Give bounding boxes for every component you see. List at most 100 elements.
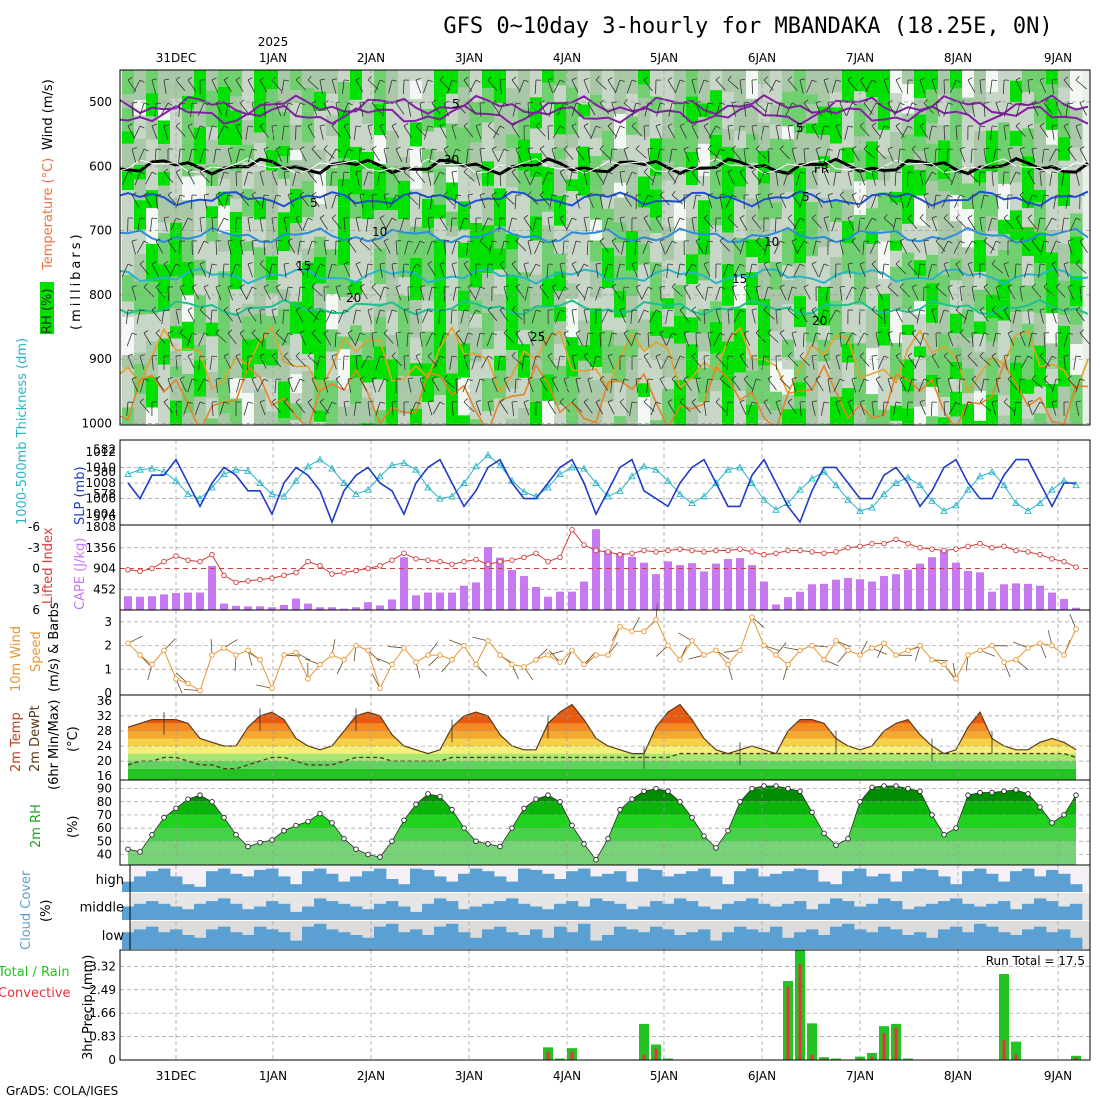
wind-barb xyxy=(331,194,337,209)
wind-barb-flag xyxy=(523,214,529,219)
rh-cell xyxy=(722,128,735,148)
wind-barb xyxy=(815,194,823,208)
wind-barb xyxy=(343,401,347,416)
wind-barb xyxy=(943,263,950,278)
wind-barb-flag xyxy=(283,125,290,127)
rh-cell xyxy=(878,230,891,242)
wind-barb-flag xyxy=(887,377,893,380)
wind-barb xyxy=(743,286,751,300)
wind-barb-flag xyxy=(679,306,685,311)
rh-line-point xyxy=(449,806,455,813)
wind-barb xyxy=(208,125,213,140)
cloud-bar-high xyxy=(314,868,327,892)
lifted-index-line-point xyxy=(293,569,299,576)
wind-barb-flag xyxy=(239,329,245,334)
wind-barb xyxy=(823,79,829,94)
wind-barb xyxy=(851,194,859,208)
wind-barb-flag xyxy=(275,329,280,334)
rh-cell xyxy=(650,311,663,337)
wind-barb xyxy=(607,355,615,369)
wind-barb xyxy=(927,263,933,278)
rh-cell xyxy=(722,70,735,93)
rh-cell xyxy=(578,116,591,147)
rh-cell xyxy=(878,379,891,410)
wind-speed-line-point xyxy=(509,661,515,668)
wind-barb xyxy=(575,332,583,346)
wind-speed-line-point xyxy=(857,652,863,658)
wind-barb-flag xyxy=(1027,123,1033,127)
wind-barb xyxy=(787,401,797,414)
rh-cell xyxy=(290,160,303,189)
cloud-bar-high xyxy=(710,876,723,892)
wind-barb xyxy=(539,148,549,161)
wind-barb-flag xyxy=(295,398,301,403)
top-date-label: 2JAN xyxy=(357,51,385,65)
wind-barb xyxy=(823,355,830,369)
wind-barb xyxy=(881,263,885,278)
cloud-bar-low xyxy=(962,932,975,949)
rh-cell xyxy=(302,248,315,263)
wind-barb xyxy=(1075,125,1082,140)
wind-barb-flag xyxy=(623,240,629,243)
wind-barb-flag xyxy=(1039,122,1045,127)
wind-speed-line-point xyxy=(1061,652,1067,658)
rh-cell xyxy=(746,239,759,258)
wind-barb-flag xyxy=(767,240,773,243)
cloud-bar-low xyxy=(854,929,867,949)
wind-barb xyxy=(667,217,672,232)
wind-barb-flag xyxy=(971,375,977,380)
wind-barb xyxy=(167,240,177,253)
rh-cell xyxy=(710,225,723,254)
wind-barb xyxy=(330,171,333,186)
cloud-bar-low xyxy=(674,935,687,949)
wind-barb xyxy=(979,217,983,232)
wind-barb-flag xyxy=(319,170,325,173)
wind-barb-flag xyxy=(215,192,221,196)
rh-cell xyxy=(770,124,783,139)
wind-barb-flag xyxy=(455,99,460,104)
wind-barb-flag xyxy=(143,330,149,334)
wind-barb-flag xyxy=(619,125,625,129)
wind-barb-flag xyxy=(311,100,317,104)
wind-barb-flag xyxy=(511,260,517,265)
wind-barb-flag xyxy=(235,307,241,311)
wind-barb xyxy=(467,194,472,209)
rh-cell xyxy=(614,243,627,256)
wind-barb xyxy=(971,332,974,347)
cloud-bar-middle xyxy=(914,906,927,920)
wind-barb-flag xyxy=(679,398,684,403)
wind-barb-flag xyxy=(1051,308,1057,311)
wind-barb xyxy=(1063,332,1069,347)
wind-barb xyxy=(751,79,754,95)
wind-barb-flag xyxy=(499,260,505,265)
cloud-bar-high xyxy=(158,868,171,892)
rh-cell xyxy=(662,197,675,227)
wind-barb xyxy=(523,401,530,416)
rh-line-point xyxy=(269,837,275,843)
cloud-bar-high xyxy=(890,881,903,892)
wind-barb xyxy=(455,332,465,345)
wind-barb-flag xyxy=(763,125,769,128)
rh-cell xyxy=(818,80,831,107)
wind-barb xyxy=(774,240,781,254)
rh-cell xyxy=(314,344,327,380)
wind-barb xyxy=(274,378,277,393)
wind-barb-flag xyxy=(1051,79,1058,81)
wind-barb-flag xyxy=(535,355,541,358)
wind-barb xyxy=(820,125,825,140)
wind-barb-flag xyxy=(947,284,953,288)
rh-line-point xyxy=(977,789,983,796)
wind-barb-flag xyxy=(671,375,677,380)
rh-line-point xyxy=(845,835,851,842)
wind-barb xyxy=(527,332,534,347)
wind-barb xyxy=(443,286,445,302)
wind-speed-line-point xyxy=(833,638,839,644)
wind-barb-flag xyxy=(583,398,589,403)
rh-cell xyxy=(434,344,447,379)
rh-cell xyxy=(938,333,951,371)
wind-barb-flag xyxy=(655,309,661,313)
wind-speed-line-point xyxy=(869,645,875,651)
wind-barb xyxy=(839,286,843,301)
rh-cell xyxy=(638,243,651,265)
